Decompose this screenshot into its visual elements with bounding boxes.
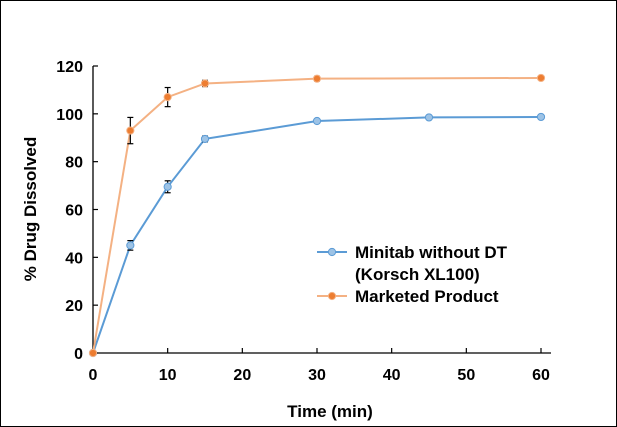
y-tick-label: 0	[74, 346, 83, 363]
y-tick-label: 20	[65, 298, 83, 315]
data-point	[163, 92, 172, 102]
x-tick-label: 40	[383, 367, 401, 384]
data-point	[312, 116, 322, 126]
data-point	[536, 73, 546, 83]
x-tick-label: 10	[159, 367, 177, 384]
data-point	[126, 126, 135, 135]
x-tick-label: 60	[532, 367, 550, 384]
data-point	[88, 348, 98, 358]
x-tick-label: 20	[233, 367, 251, 384]
data-point	[163, 182, 172, 191]
series-line	[92, 115, 542, 354]
x-tick-label: 50	[457, 367, 475, 384]
data-point	[424, 113, 434, 122]
legend-label: Marketed Product	[355, 287, 499, 306]
x-tick-label: 30	[308, 367, 326, 384]
legend-entry-1: Minitab without DT (Korsch XL100)	[317, 243, 508, 284]
y-tick-label: 100	[56, 107, 83, 124]
data-point	[200, 134, 210, 144]
series-1	[88, 112, 546, 358]
y-tick-label: 60	[65, 203, 83, 220]
series-2	[88, 73, 546, 358]
y-tick-label: 120	[56, 59, 83, 76]
series-line	[92, 76, 542, 354]
data-point	[200, 79, 210, 88]
y-tick-label: 40	[65, 250, 83, 267]
data-point	[126, 241, 135, 250]
legend-label: Minitab without DT	[355, 243, 508, 262]
legend-label: (Korsch XL100)	[355, 265, 480, 284]
legend-marker	[327, 291, 337, 301]
legend: Minitab without DT (Korsch XL100) Marketed…	[317, 243, 508, 306]
series-layer	[88, 73, 546, 358]
data-point	[536, 112, 546, 122]
y-axis-title: % Drug Dissolved	[21, 137, 40, 282]
x-axis-title: Time (min)	[287, 402, 373, 421]
legend-entry-2: Marketed Product	[317, 287, 499, 306]
data-point	[312, 74, 322, 83]
x-tick-label: 0	[89, 367, 98, 384]
legend-marker	[327, 247, 337, 257]
y-tick-label: 80	[65, 155, 83, 172]
axes: 0 20 40 60 80 100 120 0 10 20 30 40 50 60	[56, 59, 551, 384]
